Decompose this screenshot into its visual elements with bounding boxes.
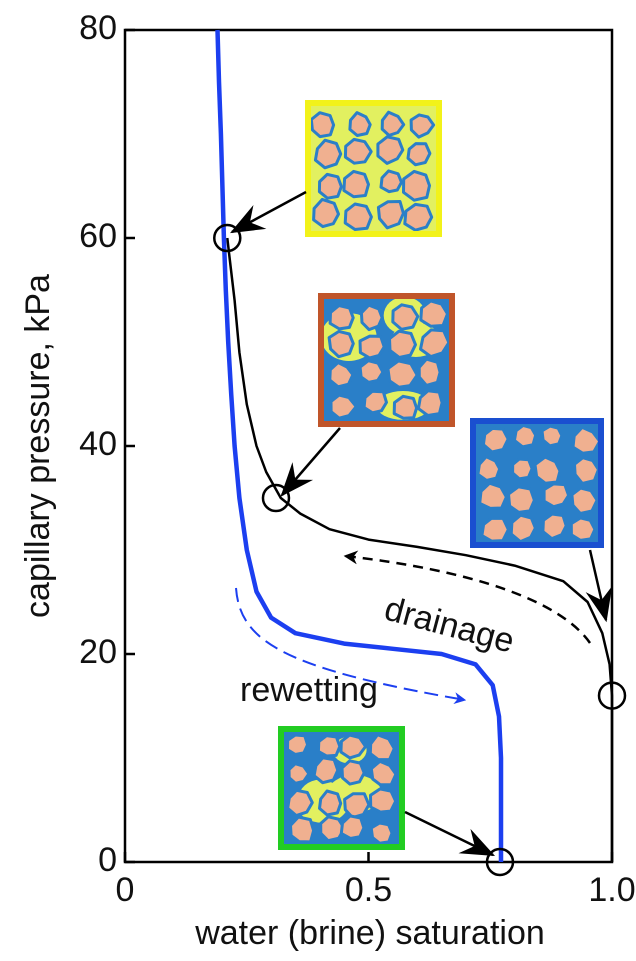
inset-grain	[314, 758, 338, 783]
inset-grain	[381, 171, 402, 192]
inset-grain	[535, 457, 560, 483]
inset-grain	[371, 823, 392, 843]
arrow	[232, 192, 306, 232]
inset-grain	[388, 361, 417, 387]
inset-grain	[482, 518, 509, 541]
inset-grain	[378, 202, 403, 228]
inset-grain	[329, 331, 353, 356]
inset-grain	[394, 396, 416, 418]
inset-grain	[405, 204, 432, 230]
inset-grain	[513, 459, 533, 479]
insets	[278, 100, 604, 850]
y-axis-label: capillary pressure, kPa	[19, 274, 57, 618]
inset-grain	[344, 171, 369, 196]
inset-grain	[288, 790, 313, 815]
inset-grain	[421, 301, 448, 326]
inset-grain	[311, 113, 333, 137]
inset-grain	[575, 458, 599, 484]
arrow	[282, 428, 340, 495]
inset-grain	[480, 483, 507, 508]
inset-grain	[418, 391, 442, 416]
page: {"chart_data": {"type": "line", "x_label…	[0, 0, 636, 961]
inset-grain	[364, 391, 386, 413]
inset-grain	[342, 761, 364, 784]
inset-grain	[291, 817, 314, 842]
y-tick-label: 80	[79, 9, 117, 47]
inset-grain	[393, 305, 418, 330]
chart: rewetting drainage water (brine) saturat…	[0, 0, 636, 961]
inset-grain	[390, 331, 416, 357]
x-axis-label: water (brine) saturation	[194, 914, 545, 952]
inset-grain	[371, 789, 396, 812]
inset-grain	[288, 735, 308, 755]
y-tick-label: 60	[79, 217, 117, 255]
inset-grain	[330, 306, 353, 329]
x-tick-label: 0.5	[345, 871, 392, 909]
y-tick-label: 20	[79, 633, 117, 671]
inset-grain	[314, 199, 339, 226]
inset-grain	[511, 515, 535, 541]
inset-grain	[542, 426, 562, 446]
inset-grain	[571, 518, 595, 541]
inset-grain	[509, 487, 535, 513]
y-tick-label: 0	[98, 841, 117, 879]
y-tick-label: 40	[79, 425, 117, 463]
annotation: rewetting	[240, 671, 378, 709]
inset-grain	[345, 204, 371, 230]
inset-grain	[478, 457, 500, 481]
x-tick-label: 1.0	[588, 871, 635, 909]
arrow	[405, 812, 493, 855]
inset-grain	[483, 428, 508, 452]
inset-grain	[341, 816, 364, 839]
x-tick-label: 0	[116, 871, 135, 909]
inset-grain	[543, 514, 566, 539]
inset-grain	[514, 425, 535, 447]
inset-grain	[544, 484, 569, 507]
inset-grain	[320, 791, 341, 815]
inset-grain	[361, 305, 382, 330]
inset-grain	[572, 488, 597, 513]
inset-grain	[404, 171, 430, 200]
inset-grain	[360, 336, 384, 358]
inset-grain	[419, 359, 440, 385]
inset-grain	[318, 736, 339, 756]
inset-grain	[345, 794, 369, 818]
inset-grain	[360, 361, 383, 383]
inset-grain	[408, 144, 430, 165]
inset-grain	[319, 174, 341, 198]
